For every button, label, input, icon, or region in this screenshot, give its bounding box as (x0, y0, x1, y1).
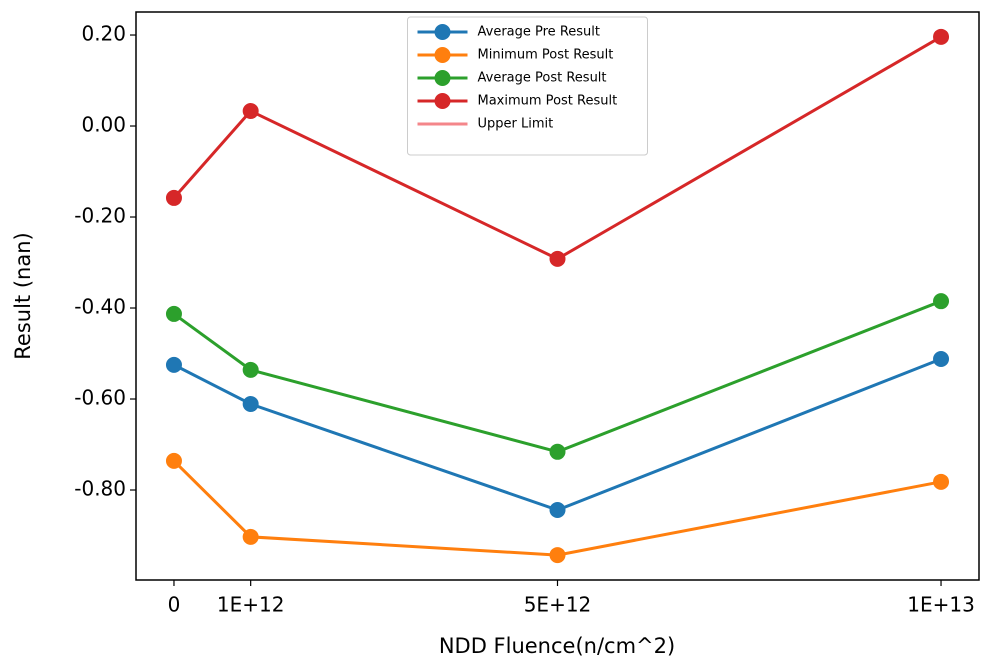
data-point (549, 250, 566, 267)
legend-label: Minimum Post Result (478, 48, 614, 63)
x-tick-label: 5E+12 (524, 593, 592, 617)
data-point (242, 103, 259, 120)
legend-marker (434, 24, 451, 40)
data-point (549, 443, 566, 460)
series-line (172, 459, 942, 557)
data-point (933, 473, 950, 490)
legend-marker (434, 93, 451, 109)
data-point (165, 305, 182, 322)
legend-box (407, 16, 648, 156)
data-point (165, 356, 182, 373)
y-tick-label: 0.00 (81, 113, 126, 137)
legend-label: Average Pre Result (478, 25, 600, 40)
legend-marker (434, 47, 451, 63)
series-line (172, 35, 942, 261)
y-tick-label: -0.20 (74, 204, 126, 228)
data-point (242, 361, 259, 378)
series-line (173, 357, 942, 512)
data-point (549, 547, 566, 564)
plot-frame (135, 11, 980, 581)
x-tick-label: 0 (168, 593, 181, 617)
y-tick-label: 0.20 (81, 22, 126, 46)
legend-label: Maximum Post Result (478, 94, 618, 109)
data-point (242, 396, 259, 413)
data-point (165, 452, 182, 469)
x-tick-label: 1E+13 (907, 593, 975, 617)
data-point (242, 528, 259, 545)
y-axis-label: Result (nan) (11, 232, 35, 359)
data-point (933, 28, 950, 45)
legend-marker (434, 70, 451, 86)
data-point (933, 350, 950, 367)
x-axis-label: NDD Fluence(n/cm^2) (439, 634, 675, 658)
y-tick-label: -0.80 (74, 477, 126, 501)
legend: Average Pre Result Minimum Post Result Ave… (407, 16, 648, 156)
data-point (165, 189, 182, 206)
y-tick-label: -0.60 (74, 386, 126, 410)
legend-label: Average Post Result (478, 71, 607, 86)
legend-label: Upper Limit (478, 117, 554, 132)
series-line (173, 299, 942, 454)
data-point (549, 502, 566, 519)
data-point (933, 293, 950, 310)
y-tick-label: -0.40 (74, 295, 126, 319)
x-tick-label: 1E+12 (217, 593, 285, 617)
